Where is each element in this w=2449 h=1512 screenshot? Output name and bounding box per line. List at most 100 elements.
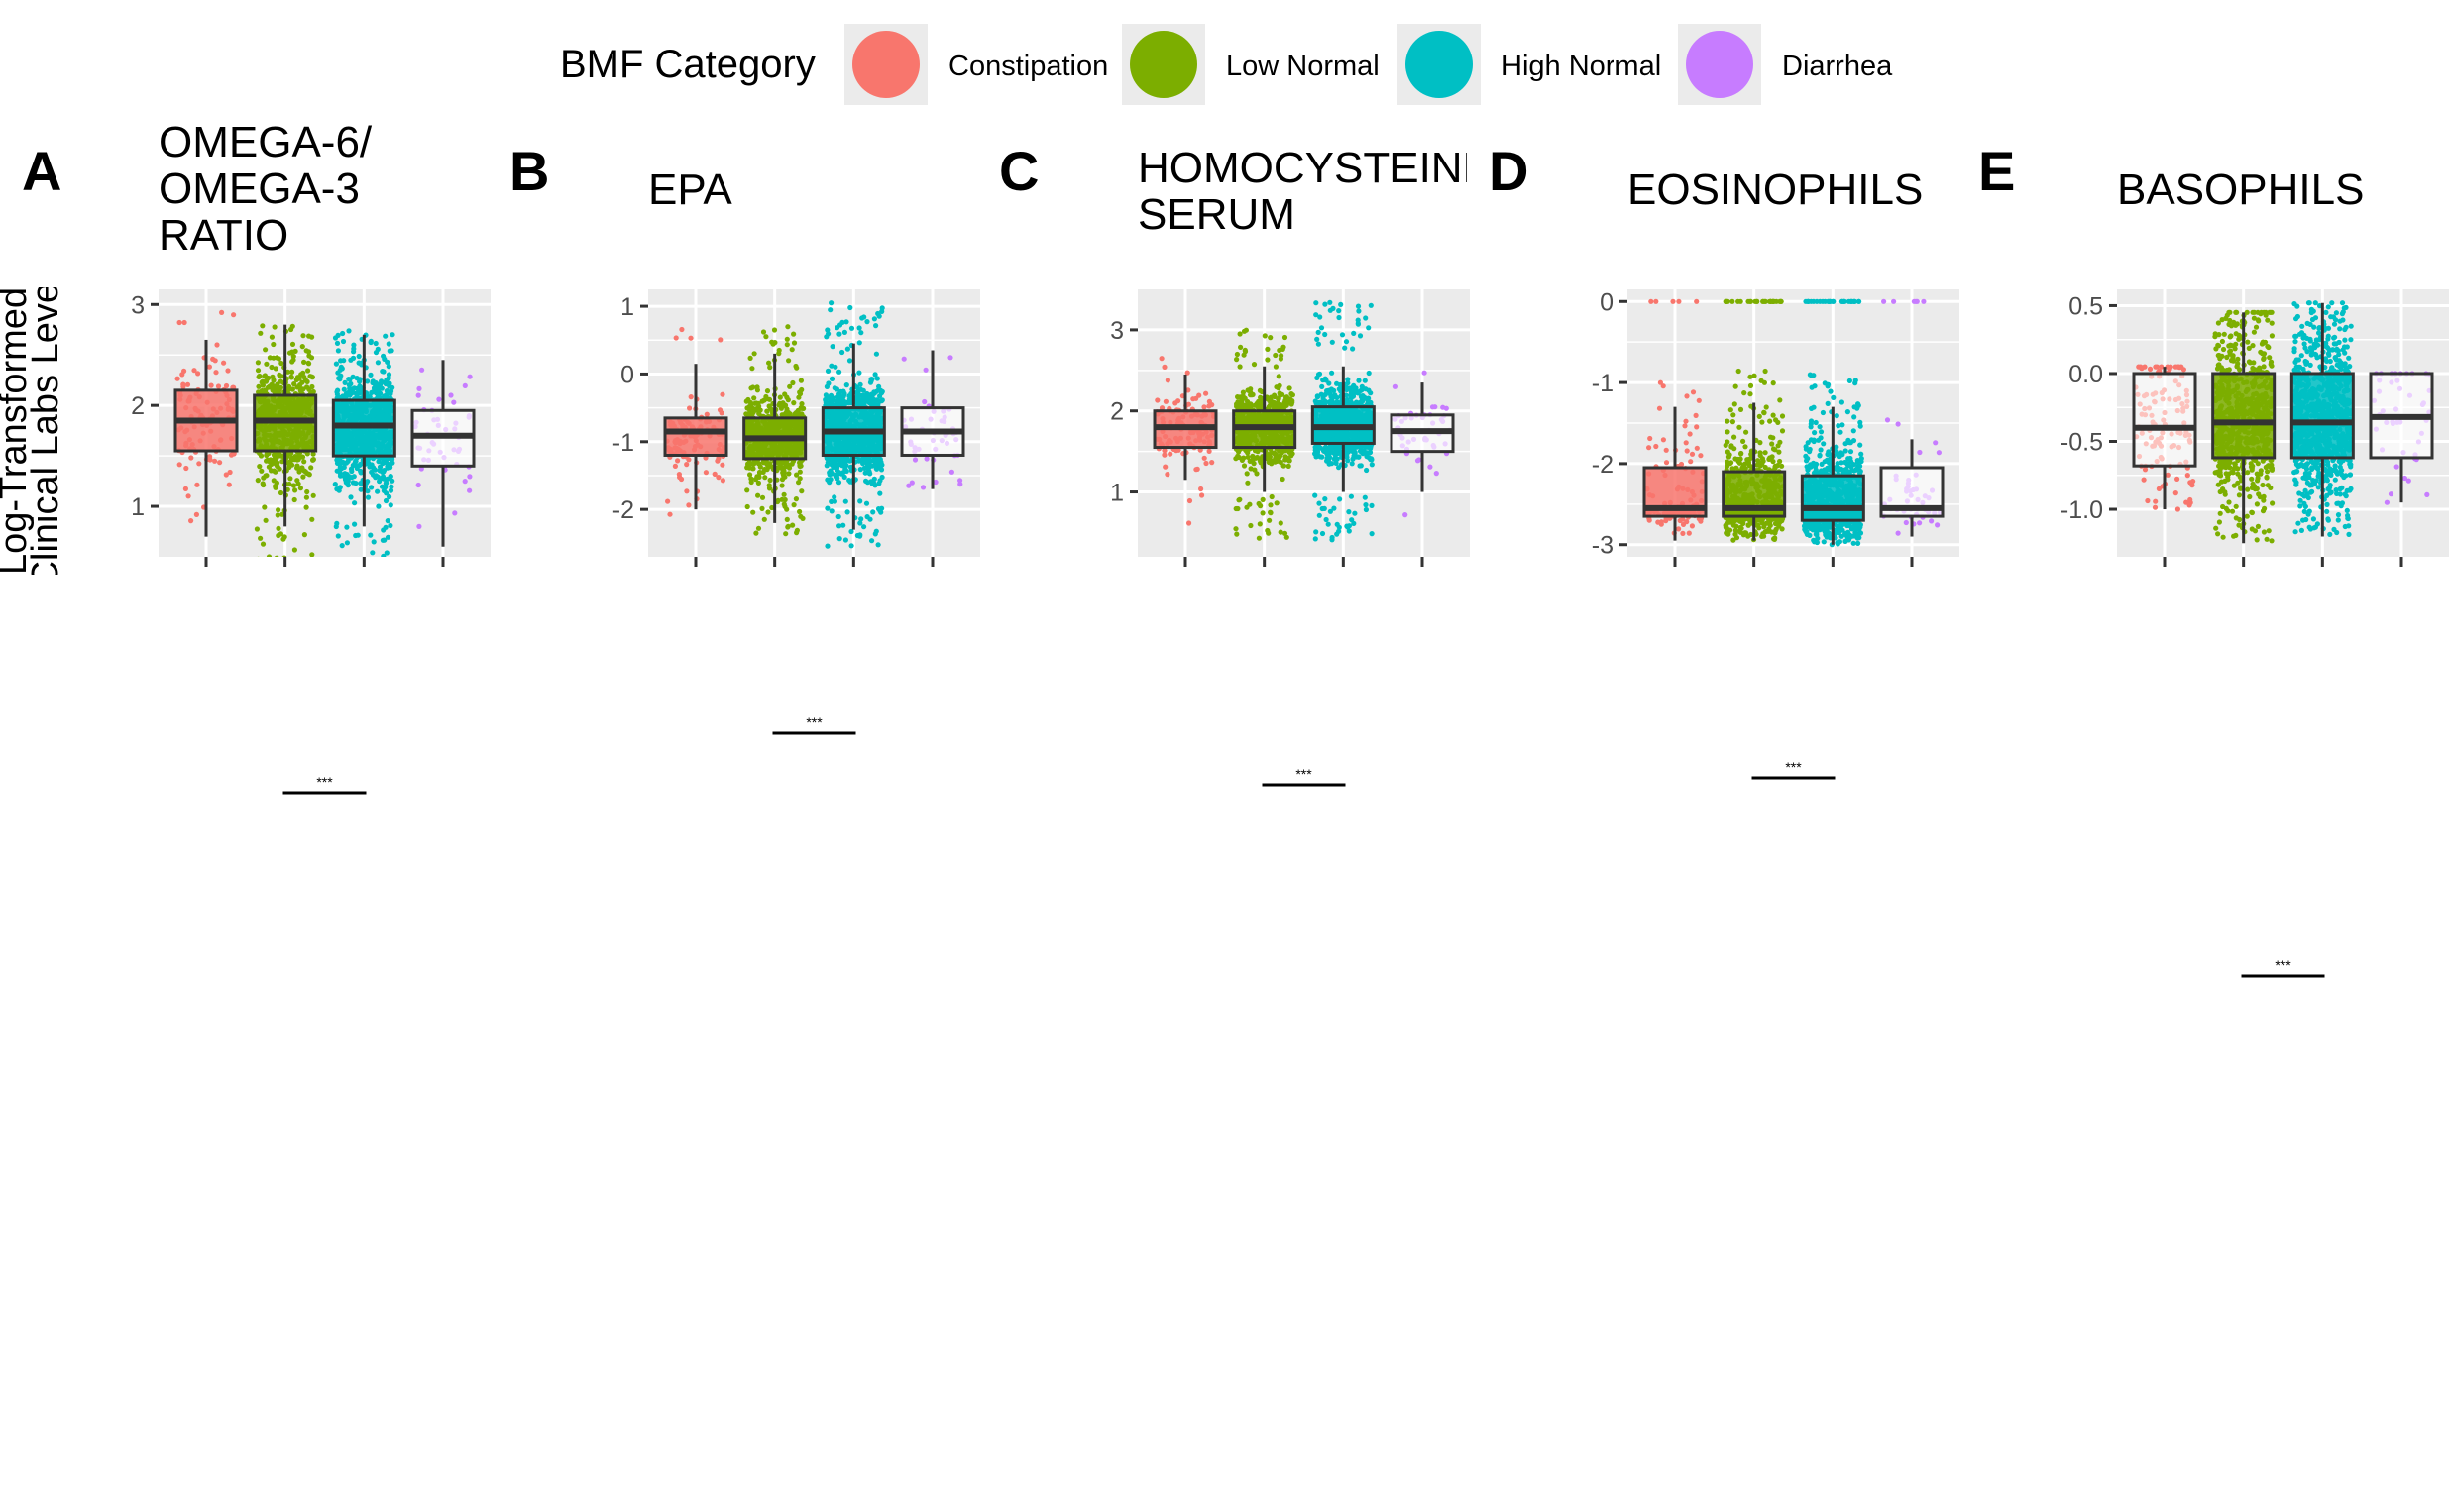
data-point	[782, 402, 789, 408]
data-point	[377, 382, 383, 388]
data-point	[1319, 454, 1325, 460]
data-point	[720, 462, 725, 468]
data-point	[704, 411, 710, 417]
data-point	[254, 526, 260, 532]
data-point	[383, 481, 389, 486]
data-point	[856, 325, 862, 331]
data-point	[786, 358, 792, 364]
data-point	[266, 560, 271, 565]
data-point	[274, 563, 278, 568]
data-point	[219, 309, 225, 315]
data-point	[720, 478, 725, 484]
data-point	[784, 516, 790, 522]
data-point	[796, 480, 802, 486]
data-point	[780, 472, 786, 478]
data-point	[761, 397, 767, 403]
data-point	[774, 498, 781, 505]
data-point	[338, 460, 345, 466]
data-point	[269, 334, 275, 340]
data-point	[296, 376, 302, 381]
panel-title-line: EPA	[648, 166, 732, 213]
data-point	[214, 342, 220, 348]
significance-label: ***	[806, 714, 823, 730]
data-point	[1281, 530, 1288, 536]
data-point	[258, 453, 265, 459]
data-point	[874, 376, 880, 381]
data-point	[848, 528, 854, 535]
data-point	[1254, 471, 1260, 477]
data-point	[274, 355, 279, 361]
data-point	[337, 377, 343, 382]
data-point	[217, 460, 223, 466]
data-point	[853, 384, 860, 390]
data-point	[333, 361, 339, 367]
data-point	[357, 390, 363, 396]
data-point	[300, 370, 306, 376]
data-point	[223, 382, 230, 389]
y-tick-label: 1	[620, 293, 634, 321]
data-point	[344, 472, 350, 478]
data-point	[301, 459, 307, 465]
data-point	[829, 508, 835, 514]
data-point	[275, 388, 281, 394]
data-point	[212, 458, 218, 464]
panel-title-line: SERUM	[1138, 190, 1295, 238]
data-point	[1262, 333, 1268, 339]
data-point	[835, 394, 840, 400]
data-point	[834, 398, 839, 404]
box-diarrhea	[410, 360, 476, 547]
data-point	[869, 538, 875, 544]
data-point	[799, 488, 805, 494]
panel-letter: C	[999, 140, 1040, 202]
data-point	[262, 374, 268, 379]
data-point	[675, 458, 681, 464]
data-point	[371, 539, 377, 545]
data-point	[1163, 464, 1169, 470]
data-point	[825, 543, 831, 549]
data-point	[791, 331, 797, 337]
data-point	[1186, 497, 1193, 504]
box-iqr	[663, 416, 728, 457]
data-point	[385, 359, 390, 365]
data-point	[309, 552, 315, 557]
data-point	[1257, 521, 1263, 527]
data-point	[922, 398, 928, 405]
data-point	[1248, 522, 1254, 529]
data-point	[223, 472, 229, 478]
data-point	[303, 504, 309, 510]
data-point	[1165, 378, 1170, 383]
data-point	[1269, 493, 1275, 500]
data-point	[291, 547, 297, 553]
data-point	[419, 367, 425, 373]
data-point	[1175, 398, 1181, 404]
data-point	[289, 341, 296, 347]
data-point	[259, 468, 265, 474]
data-point	[275, 512, 280, 518]
y-tick-label: 3	[1110, 317, 1124, 345]
data-point	[258, 535, 264, 541]
data-point	[386, 577, 390, 582]
data-point	[832, 494, 837, 500]
data-point	[776, 402, 782, 408]
data-point	[377, 479, 383, 485]
data-point	[847, 304, 853, 311]
data-point	[825, 505, 831, 511]
data-point	[829, 363, 835, 369]
data-point	[1276, 374, 1281, 379]
data-point	[266, 554, 273, 557]
data-point	[1363, 315, 1369, 321]
data-point	[278, 489, 284, 496]
panel-title: OMEGA-6/OMEGA-3 RATIO	[159, 119, 535, 259]
data-point	[957, 478, 963, 484]
data-point	[1316, 500, 1322, 506]
data-point	[185, 493, 191, 499]
data-point	[365, 488, 371, 494]
data-point	[262, 504, 268, 510]
data-point	[365, 378, 371, 384]
data-point	[381, 527, 387, 533]
data-point	[791, 400, 797, 406]
data-point	[382, 393, 388, 399]
data-point	[306, 361, 312, 367]
data-point	[703, 470, 709, 476]
data-point	[273, 485, 278, 490]
